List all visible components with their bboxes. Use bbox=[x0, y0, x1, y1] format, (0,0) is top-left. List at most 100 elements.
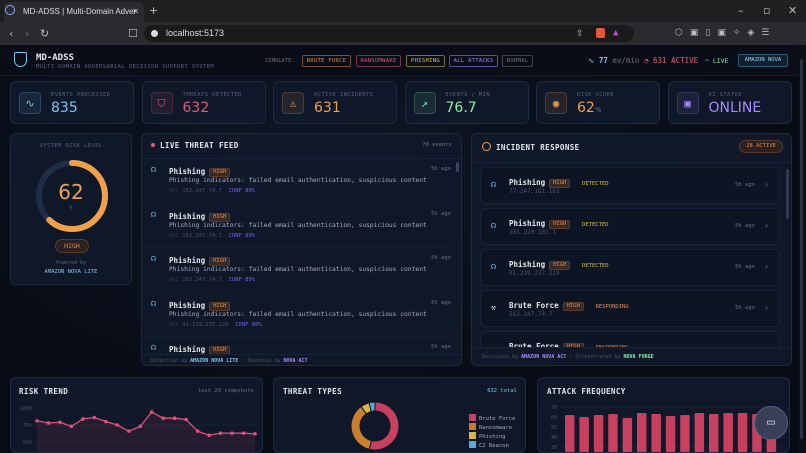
threat-types-card: THREAT TYPES 632 total Brute Force Ransom… bbox=[273, 377, 526, 453]
feed-scrollbar[interactable] bbox=[456, 162, 459, 172]
eye-icon: ◉ bbox=[545, 92, 567, 114]
stat-card-ai-status: ▣ AI STATUS ONLINE bbox=[667, 81, 792, 124]
incident-item[interactable]: ☊ Phishing HIGH DETECTED 77.247.181.163 5… bbox=[480, 167, 780, 204]
chevron-right-icon[interactable]: › bbox=[764, 262, 769, 271]
trend-area bbox=[37, 412, 255, 452]
live-indicator: ◠ LIVE bbox=[705, 57, 729, 65]
page-scrollbar[interactable] bbox=[798, 45, 806, 453]
feed-item[interactable]: ☊ Phishing HIGH 5h ago Phishing indicator… bbox=[142, 159, 455, 203]
phishing-hook-icon: ☊ bbox=[491, 221, 496, 230]
site-info-icon[interactable] bbox=[151, 30, 158, 37]
trend-point bbox=[92, 415, 97, 420]
bell-icon: ◔ bbox=[644, 56, 649, 65]
phishing-hook-icon: ☊ bbox=[151, 165, 156, 174]
trend-point bbox=[58, 420, 62, 425]
incident-response-panel: INCIDENT RESPONSE 28 ACTIVE ☊ Phishing HI… bbox=[471, 133, 792, 366]
incident-item[interactable]: ☊ Phishing HIGH DETECTED 91.219.237.229 5… bbox=[480, 249, 780, 286]
trend-point bbox=[172, 416, 177, 420]
trend-point bbox=[46, 421, 51, 425]
cpu-icon: ▣ bbox=[676, 92, 699, 114]
simulate-normal-button[interactable]: NORMAL bbox=[502, 55, 533, 67]
severity-badge: HIGH bbox=[209, 346, 231, 354]
chevron-right-icon[interactable]: › bbox=[764, 303, 769, 312]
threat-types-legend: Brute Force Ransomware Phishing C2 Beacon bbox=[469, 414, 515, 450]
stat-value: 835 bbox=[51, 100, 78, 116]
incident-item[interactable]: ⚒ Brute Force HIGH RESPONDING 162.247.74.… bbox=[480, 290, 780, 327]
shield-icon: ⛉ bbox=[150, 92, 173, 114]
stat-value: 632 bbox=[182, 100, 210, 116]
stat-card-risk-score: ◉ RISK SCORE 62% bbox=[536, 81, 660, 124]
feed-item[interactable]: ☊ Phishing HIGH 5h ago Phishing indicator… bbox=[142, 204, 455, 248]
minimize-icon[interactable]: – bbox=[738, 4, 744, 17]
phishing-hook-icon: ☊ bbox=[491, 180, 496, 189]
trend-line bbox=[36, 411, 256, 436]
share-icon[interactable]: ⇪ bbox=[576, 29, 584, 39]
feed-item[interactable]: ☊ Phishing HIGH 5h ago Phishing indicator… bbox=[142, 248, 455, 292]
risk-trend-chart: 100% 75% 50% bbox=[20, 406, 258, 452]
feed-item[interactable]: ☊ Phishing HIGH 5h ago Phishing indicator… bbox=[142, 293, 455, 337]
incident-item[interactable]: ☊ Phishing HIGH DETECTED 185.220.101.1 5h… bbox=[480, 208, 780, 245]
maximize-icon[interactable]: ▫ bbox=[763, 4, 771, 17]
trend-point bbox=[184, 417, 188, 422]
close-tab-icon[interactable]: ✕ bbox=[132, 7, 139, 16]
severity-badge: HIGH bbox=[562, 302, 584, 311]
phishing-hook-icon: ☊ bbox=[151, 254, 156, 263]
chevron-right-icon[interactable]: › bbox=[764, 221, 769, 230]
attack-frequency-bar bbox=[665, 416, 676, 452]
alert-circle-icon bbox=[482, 142, 491, 151]
risk-gauge-arc bbox=[36, 160, 108, 232]
forward-icon[interactable]: › bbox=[25, 27, 30, 40]
severity-badge: HIGH bbox=[209, 301, 231, 311]
y-tick-label: 100% bbox=[20, 406, 32, 412]
simulate-brute-force-button[interactable]: BRUTE FORCE bbox=[302, 55, 351, 67]
risk-value: 62 bbox=[58, 180, 84, 204]
incident-scrollbar[interactable] bbox=[786, 169, 789, 219]
stat-value: ONLINE bbox=[708, 100, 762, 116]
stat-card-active-incidents: ⚠ ACTIVE INCIDENTS 631 bbox=[273, 81, 397, 124]
risk-gauge bbox=[36, 160, 108, 232]
close-window-icon[interactable]: ✕ bbox=[788, 4, 798, 17]
browser-toolbar-icons[interactable]: ⬡▣▯▣✧◈☰ bbox=[675, 28, 777, 38]
bookmark-icon[interactable]: ☐ bbox=[128, 27, 138, 40]
status-label: DETECTED bbox=[582, 263, 609, 269]
attack-frequency-bar bbox=[737, 413, 748, 452]
severity-badge: HIGH bbox=[209, 212, 231, 222]
y-tick-label: 50% bbox=[23, 440, 32, 446]
tab-favicon-icon bbox=[5, 5, 15, 15]
risk-level-badge: HIGH bbox=[55, 239, 89, 253]
brave-rewards-icon[interactable]: ▲ bbox=[613, 28, 619, 38]
shield-logo-icon bbox=[14, 52, 27, 67]
simulate-ransomware-button[interactable]: RANSOMWARE bbox=[356, 55, 401, 67]
live-threat-feed: LIVE THREAT FEED 78 events ☊ Phishing HIG… bbox=[141, 133, 462, 366]
legend-item: Brute Force bbox=[469, 414, 515, 423]
legend-item: C2 Beacon bbox=[469, 441, 515, 450]
simulate-phishing-button[interactable]: PHISHING bbox=[406, 55, 445, 67]
severity-badge: HIGH bbox=[549, 220, 571, 229]
feed-item[interactable]: ☊ Phishing HIGH 5h ago bbox=[142, 337, 455, 354]
amazon-nova-button[interactable]: AMAZON NOVA bbox=[738, 54, 788, 67]
attack-frequency-bar bbox=[651, 414, 661, 452]
new-tab-icon[interactable]: + bbox=[149, 4, 159, 17]
chat-icon: ▭ bbox=[767, 415, 775, 430]
phishing-hook-icon: ☊ bbox=[151, 343, 156, 352]
browser-tab[interactable]: MD-ADSS | Multi-Domain Adver ✕ bbox=[4, 2, 144, 22]
browser-tab-bar bbox=[0, 0, 806, 22]
url-input[interactable]: localhost:5173 bbox=[144, 25, 634, 42]
active-incidents-badge: 28 ACTIVE bbox=[739, 140, 783, 153]
severity-badge: HIGH bbox=[549, 179, 571, 188]
app-header bbox=[0, 45, 798, 76]
attack-frequency-bar bbox=[680, 415, 690, 452]
reload-icon[interactable]: ↻ bbox=[40, 27, 50, 40]
trend-point bbox=[230, 431, 234, 435]
back-icon[interactable]: ‹ bbox=[9, 27, 14, 40]
y-tick-label: 30 bbox=[551, 445, 557, 451]
trend-point bbox=[253, 432, 257, 436]
trend-point bbox=[35, 419, 39, 423]
chevron-right-icon[interactable]: › bbox=[764, 180, 769, 189]
brave-shield-icon[interactable] bbox=[596, 28, 605, 38]
app-title: MD-ADSS bbox=[36, 53, 74, 63]
simulate-all-attacks-button[interactable]: ALL ATTACKS bbox=[449, 55, 498, 67]
chat-button[interactable]: ▭ bbox=[754, 406, 788, 440]
status-label: RESPONDING bbox=[596, 345, 629, 347]
